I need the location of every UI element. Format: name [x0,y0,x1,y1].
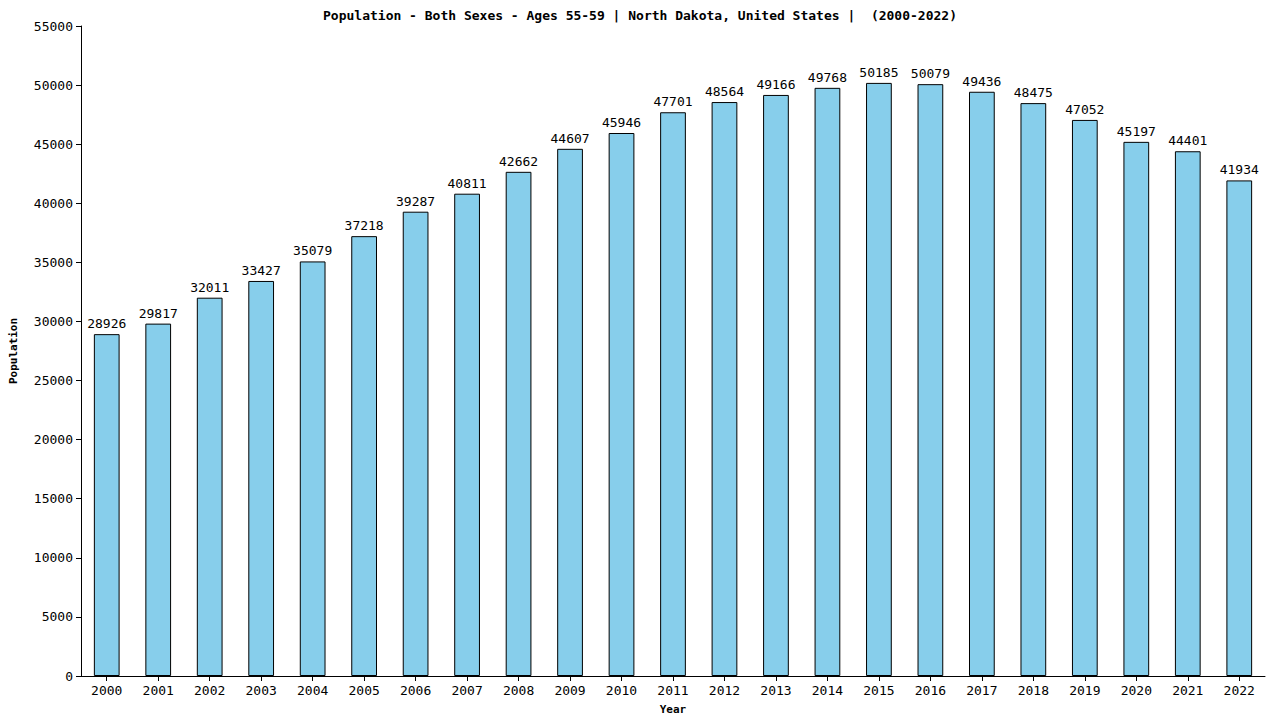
svg-text:50000: 50000 [34,78,73,93]
svg-text:45946: 45946 [602,115,641,130]
svg-text:49436: 49436 [962,74,1001,89]
svg-text:2020: 2020 [1121,683,1152,698]
svg-text:50079: 50079 [911,66,950,81]
svg-text:Population: Population [7,318,20,384]
svg-text:Population - Both Sexes - Ages: Population - Both Sexes - Ages 55-59 | N… [323,8,957,23]
svg-text:2010: 2010 [606,683,637,698]
svg-text:2015: 2015 [863,683,894,698]
svg-text:32011: 32011 [190,280,229,295]
svg-text:2022: 2022 [1224,683,1255,698]
svg-text:55000: 55000 [34,19,73,34]
svg-text:35079: 35079 [293,243,332,258]
svg-text:45000: 45000 [34,137,73,152]
svg-text:29817: 29817 [139,306,178,321]
svg-text:40811: 40811 [448,176,487,191]
svg-text:47701: 47701 [653,94,692,109]
svg-text:Year: Year [660,703,687,716]
svg-text:2013: 2013 [760,683,791,698]
svg-text:39287: 39287 [396,194,435,209]
svg-text:2014: 2014 [812,683,843,698]
svg-text:2000: 2000 [91,683,122,698]
svg-text:49166: 49166 [756,77,795,92]
svg-text:2018: 2018 [1018,683,1049,698]
svg-text:2005: 2005 [348,683,379,698]
svg-text:2016: 2016 [915,683,946,698]
svg-text:2009: 2009 [554,683,585,698]
svg-text:2008: 2008 [503,683,534,698]
svg-text:44607: 44607 [550,131,589,146]
svg-text:33427: 33427 [242,263,281,278]
svg-text:0: 0 [65,669,73,684]
svg-text:2021: 2021 [1172,683,1203,698]
svg-text:41934: 41934 [1220,162,1259,177]
svg-text:35000: 35000 [34,255,73,270]
svg-text:48564: 48564 [705,84,744,99]
svg-text:47052: 47052 [1065,102,1104,117]
svg-text:42662: 42662 [499,154,538,169]
svg-text:25000: 25000 [34,373,73,388]
svg-text:2006: 2006 [400,683,431,698]
svg-text:15000: 15000 [34,491,73,506]
svg-text:49768: 49768 [808,70,847,85]
svg-text:37218: 37218 [345,218,384,233]
svg-text:2004: 2004 [297,683,328,698]
svg-text:30000: 30000 [34,314,73,329]
svg-text:40000: 40000 [34,196,73,211]
svg-text:2011: 2011 [657,683,688,698]
svg-text:2002: 2002 [194,683,225,698]
svg-text:2012: 2012 [709,683,740,698]
svg-text:50185: 50185 [859,65,898,80]
svg-text:2001: 2001 [143,683,174,698]
svg-text:2007: 2007 [451,683,482,698]
svg-text:20000: 20000 [34,432,73,447]
svg-text:2019: 2019 [1069,683,1100,698]
svg-text:44401: 44401 [1168,133,1207,148]
svg-text:2003: 2003 [246,683,277,698]
svg-text:28926: 28926 [87,316,126,331]
svg-text:2017: 2017 [966,683,997,698]
svg-text:10000: 10000 [34,550,73,565]
svg-text:45197: 45197 [1117,124,1156,139]
svg-text:5000: 5000 [42,609,73,624]
svg-text:48475: 48475 [1014,85,1053,100]
